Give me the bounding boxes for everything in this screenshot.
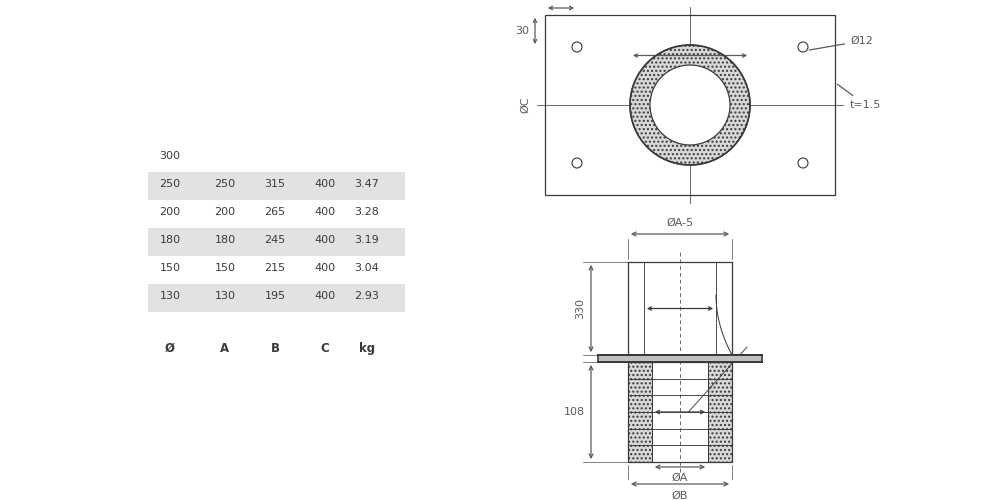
- Text: 30: 30: [554, 0, 568, 1]
- Bar: [628, 362, 732, 462]
- Text: 400: 400: [314, 235, 336, 245]
- Text: 2.93: 2.93: [355, 291, 379, 301]
- Text: Ø12: Ø12: [809, 36, 873, 50]
- Text: A: A: [220, 342, 230, 355]
- Circle shape: [572, 42, 582, 52]
- Text: 250: 250: [159, 179, 181, 189]
- Text: 315: 315: [264, 179, 286, 189]
- Text: 150: 150: [160, 263, 180, 273]
- Bar: [708, 362, 732, 462]
- Text: 3.04: 3.04: [355, 263, 379, 273]
- Text: 3.28: 3.28: [355, 207, 379, 217]
- Circle shape: [650, 65, 730, 145]
- Text: 215: 215: [264, 263, 286, 273]
- Bar: [148, 284, 405, 312]
- Circle shape: [798, 42, 808, 52]
- Text: 200: 200: [159, 207, 181, 217]
- Bar: [708, 362, 732, 462]
- Text: t=1.5: t=1.5: [837, 84, 881, 110]
- Text: kg: kg: [359, 342, 375, 355]
- Text: 330: 330: [575, 298, 585, 319]
- Text: 150: 150: [214, 263, 236, 273]
- Bar: [148, 228, 405, 256]
- Text: 180: 180: [159, 235, 181, 245]
- Bar: [148, 172, 405, 200]
- Text: 130: 130: [214, 291, 236, 301]
- Text: 400: 400: [314, 179, 336, 189]
- Circle shape: [798, 158, 808, 168]
- Text: 130: 130: [160, 291, 180, 301]
- Text: 245: 245: [264, 235, 286, 245]
- Text: 200: 200: [214, 207, 236, 217]
- Text: 3.19: 3.19: [355, 235, 379, 245]
- Text: ØA-5: ØA-5: [666, 218, 694, 228]
- Text: Ø: Ø: [165, 342, 175, 355]
- Text: B: B: [270, 342, 280, 355]
- Text: ØC: ØC: [520, 97, 530, 114]
- Text: 250: 250: [214, 179, 236, 189]
- Bar: [598, 355, 762, 362]
- Text: ØB: ØB: [672, 491, 688, 500]
- Text: 265: 265: [264, 207, 286, 217]
- Text: 108: 108: [564, 407, 585, 417]
- Text: 400: 400: [314, 263, 336, 273]
- Text: 30: 30: [515, 26, 529, 36]
- Text: 180: 180: [214, 235, 236, 245]
- Text: C: C: [321, 342, 329, 355]
- Text: 195: 195: [264, 291, 286, 301]
- Bar: [628, 362, 652, 462]
- Text: 400: 400: [314, 207, 336, 217]
- Circle shape: [630, 45, 750, 165]
- Text: 400: 400: [314, 291, 336, 301]
- Text: 300: 300: [160, 151, 180, 161]
- Text: 3.47: 3.47: [355, 179, 379, 189]
- Circle shape: [572, 158, 582, 168]
- Bar: [545, 15, 835, 195]
- Bar: [652, 362, 708, 462]
- Bar: [628, 362, 652, 462]
- Text: ØA: ØA: [672, 473, 688, 483]
